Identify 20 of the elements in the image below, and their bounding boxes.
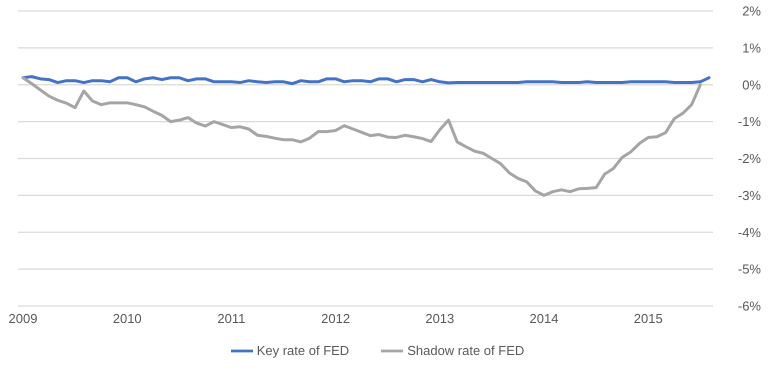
legend-label: Shadow rate of FED xyxy=(407,343,524,358)
x-tick-label: 2009 xyxy=(8,311,38,326)
y-tick-label: -3% xyxy=(738,188,762,203)
x-tick-label: 2012 xyxy=(321,311,350,326)
x-tick-label: 2013 xyxy=(425,311,454,326)
y-tick-label: -1% xyxy=(738,114,762,130)
legend-label: Key rate of FED xyxy=(256,343,350,358)
x-tick-label: 2011 xyxy=(217,311,246,326)
y-tick-label: -5% xyxy=(738,262,762,277)
y-tick-label: -6% xyxy=(738,298,762,314)
x-tick-label: 2014 xyxy=(530,311,558,326)
y-tick-label: -2% xyxy=(738,151,762,166)
line-series xyxy=(22,76,702,197)
x-tick-label: 2010 xyxy=(112,311,142,326)
y-tick-label: 1% xyxy=(742,40,762,56)
line-series xyxy=(22,75,710,86)
y-tick-label: 0% xyxy=(742,77,762,92)
y-tick-label: -4% xyxy=(738,224,762,240)
y-tick-label: 2% xyxy=(742,4,762,19)
x-tick-label: 2015 xyxy=(634,311,663,326)
